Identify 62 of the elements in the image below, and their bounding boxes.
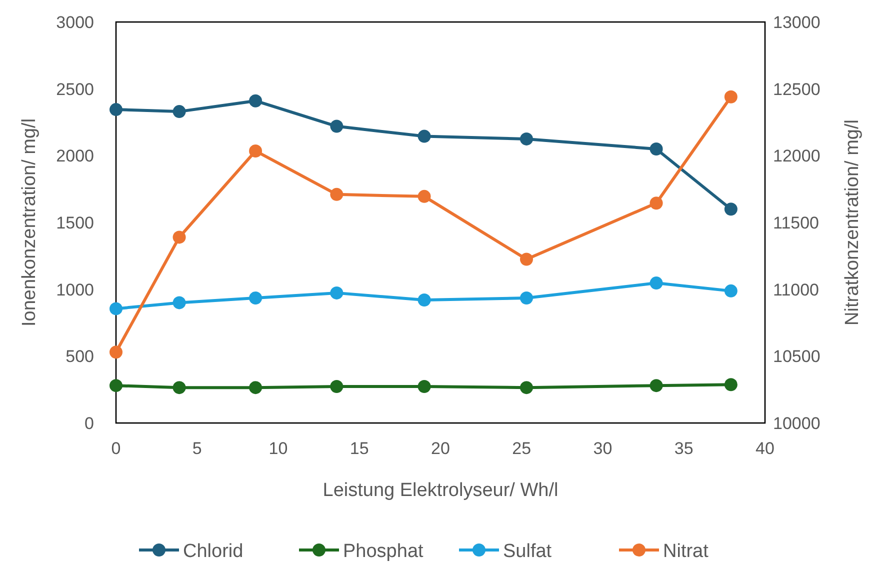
x-tick-label: 35 — [674, 439, 694, 458]
x-axis-title: Leistung Elektrolyseur/ Wh/l — [322, 480, 558, 501]
y2-tick-label: 12500 — [773, 80, 820, 99]
y-tick-label: 0 — [84, 414, 94, 433]
point — [249, 292, 262, 305]
x-tick-label: 25 — [512, 439, 532, 458]
point — [520, 252, 533, 266]
x-tick-label: 30 — [593, 439, 612, 458]
x-tick-label: 15 — [350, 439, 369, 458]
point — [650, 276, 663, 290]
y2-tick-label: 10500 — [773, 347, 820, 366]
y-tick-label: 3000 — [56, 13, 94, 32]
legend-label: Phosphat — [343, 541, 424, 562]
point — [724, 90, 738, 104]
y2-tick-label: 11500 — [773, 214, 820, 232]
y-tick-label: 1500 — [56, 214, 94, 232]
point — [724, 202, 738, 216]
x-tick-label: 40 — [756, 439, 774, 458]
point — [110, 346, 122, 359]
point — [724, 378, 738, 392]
y2-tick-label: 13000 — [773, 13, 820, 32]
point — [520, 381, 533, 394]
point — [418, 190, 431, 203]
point — [650, 379, 663, 392]
point — [330, 380, 344, 394]
point — [249, 144, 262, 158]
point — [650, 196, 663, 210]
y2-axis-title: Nitratkonzentration/ mg/l — [842, 120, 863, 326]
y-tick-label: 1000 — [56, 280, 94, 300]
y2-tick-label: 11000 — [773, 280, 820, 300]
point — [110, 302, 122, 316]
point — [724, 284, 738, 298]
point — [110, 379, 122, 392]
point — [330, 188, 344, 201]
y-tick-label: 500 — [66, 347, 94, 366]
y-tick-label: 2500 — [56, 80, 94, 99]
point — [172, 230, 186, 244]
y-axis-title: Ionenkonzentration/ mg/l — [19, 118, 40, 327]
x-tick-label: 5 — [192, 439, 202, 458]
point — [330, 120, 344, 133]
point — [520, 292, 533, 305]
point — [172, 296, 186, 310]
point — [172, 381, 186, 394]
point — [330, 286, 344, 300]
point — [249, 94, 262, 108]
point — [249, 381, 262, 394]
point — [418, 294, 431, 307]
x-tick-label: 0 — [111, 439, 121, 458]
point — [110, 103, 122, 116]
x-tick-label: 20 — [431, 439, 450, 458]
point — [650, 142, 663, 156]
legend-label: Chlorid — [183, 541, 244, 562]
point — [418, 380, 431, 394]
y2-tick-label: 12000 — [773, 146, 820, 166]
y-tick-label: 2000 — [56, 146, 94, 166]
legend-label: Nitrat — [663, 541, 710, 562]
point — [418, 130, 431, 143]
legend-label: Sulfat — [503, 541, 552, 562]
point — [520, 132, 533, 146]
y2-tick-label: 10000 — [773, 414, 820, 433]
point — [172, 105, 186, 118]
x-tick-label: 10 — [268, 439, 288, 458]
